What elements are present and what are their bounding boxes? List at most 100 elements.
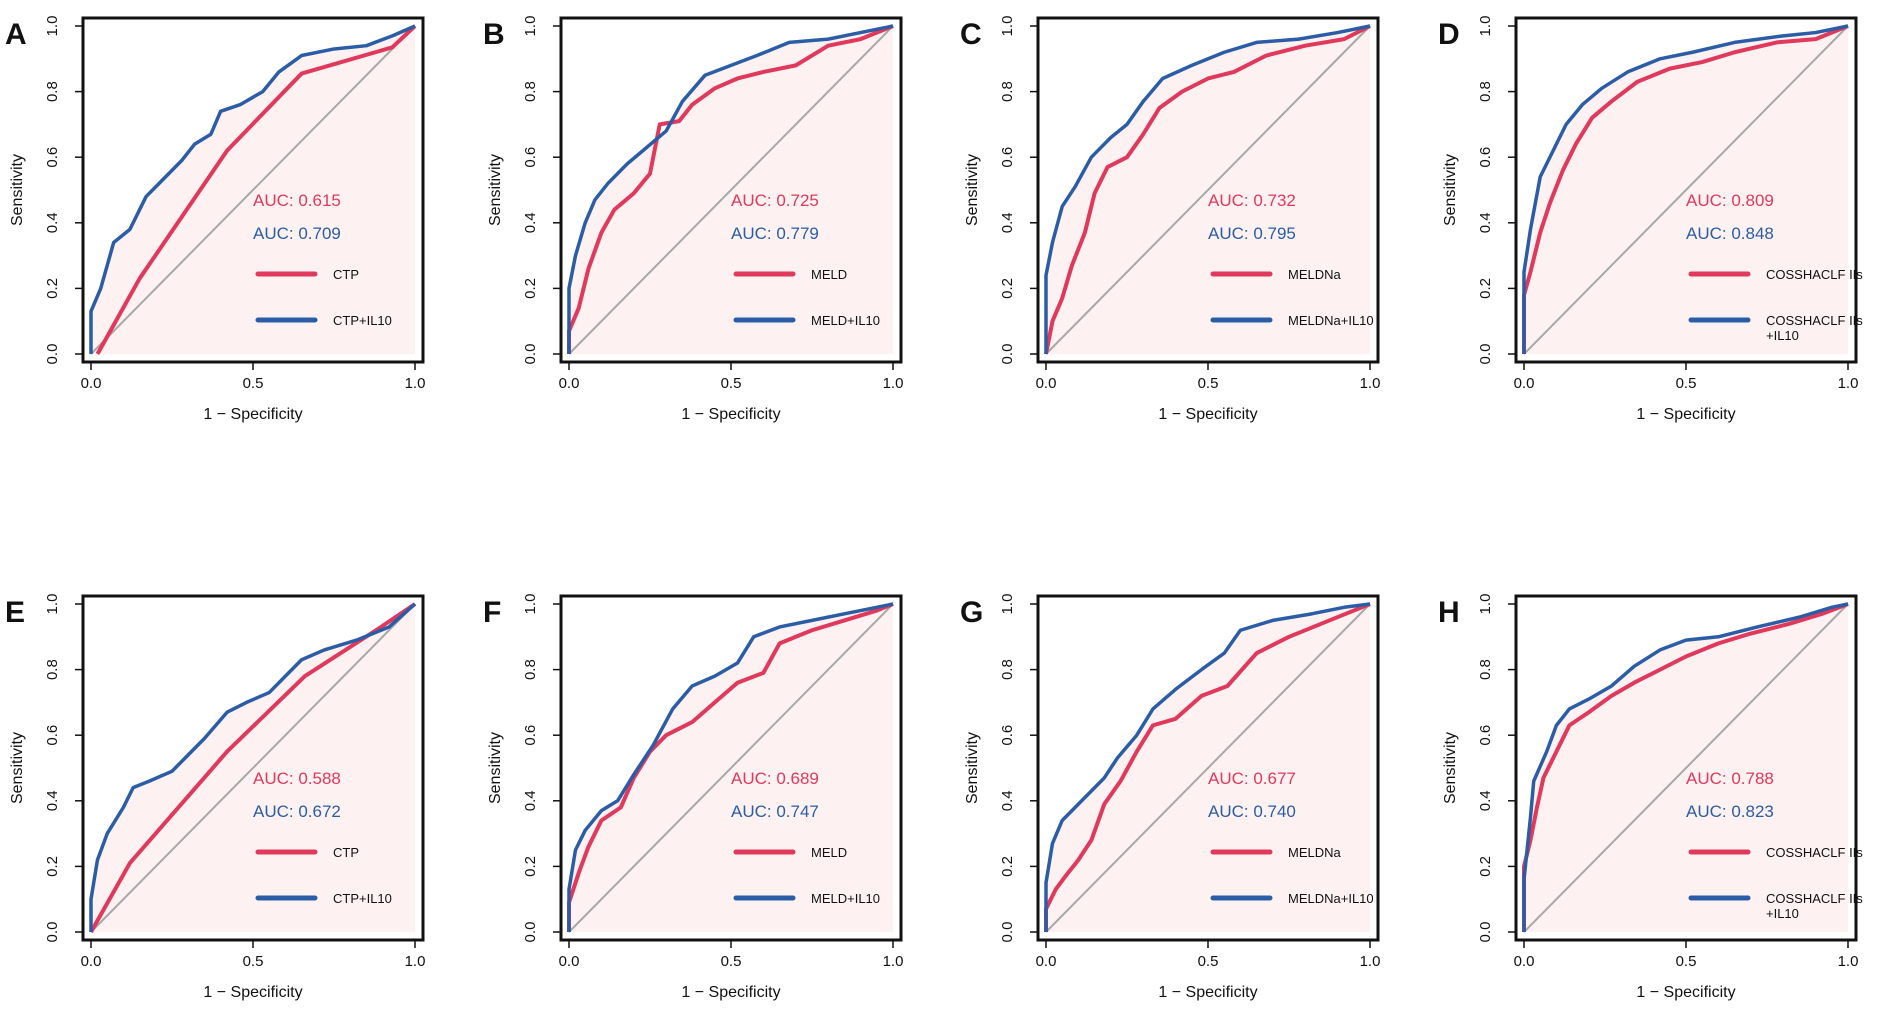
y-tick-label: 0.0 [522,344,539,365]
x-tick-label: 1.0 [883,953,904,970]
y-tick-label: 0.6 [999,147,1016,168]
roc-panel-a: A 0.0 0.5 1.0 0.0 0.2 0.4 0.6 0.8 1.0 1 − Specific… [5,16,425,423]
y-tick-label: 0.0 [999,344,1016,365]
x-tick-label: 0.0 [1036,375,1057,392]
y-tick-label: 1.0 [999,594,1016,615]
y-tick-label: 0.8 [522,659,539,680]
roc-curve-model [95,24,417,355]
y-axis-title: Sensitivity [9,154,26,226]
panel-label: B [483,18,505,51]
y-tick-label: 1.0 [522,16,539,37]
reference-diagonal [1523,603,1849,933]
y-tick-label: 0.6 [1477,725,1494,746]
auc-model-label: AUC: 0.725 [731,191,819,210]
roc-panel-h: H 0.0 0.5 1.0 0.0 0.2 0.4 0.6 0.8 1.0 1 − Specific… [1438,594,1863,1001]
roc-curve-model [567,602,894,932]
roc-curve-combined [567,602,894,932]
roc-panel-g: G 0.0 0.5 1.0 0.0 0.2 0.4 0.6 0.8 1.0 1 − Specific… [960,594,1380,1001]
y-tick-label: 0.4 [1477,790,1494,811]
y-tick-label: 0.6 [522,725,539,746]
x-axis-title: 1 − Specificity [1158,984,1257,1001]
y-tick-label: 0.2 [44,856,61,877]
y-tick-label: 0.6 [1477,147,1494,168]
y-tick-label: 0.0 [1477,344,1494,365]
roc-curve-model [1044,602,1371,932]
y-tick-label: 0.8 [1477,81,1494,102]
roc-curve-combined [1044,602,1371,932]
y-tick-label: 0.6 [44,147,61,168]
x-tick-label: 1.0 [1360,375,1381,392]
y-tick-label: 0.4 [44,212,61,233]
roc-curve-combined [89,24,416,354]
y-axis-title: Sensitivity [487,154,504,226]
x-tick-label: 0.5 [721,375,742,392]
x-axis-title: 1 − Specificity [681,984,780,1001]
auc-combined-label: AUC: 0.823 [1686,802,1774,821]
auc-combined-label: AUC: 0.747 [731,802,819,821]
y-axis-title: Sensitivity [487,732,504,804]
panel-label: A [5,18,27,51]
y-tick-label: 0.6 [999,725,1016,746]
roc-panel-d: D 0.0 0.5 1.0 0.0 0.2 0.4 0.6 0.8 1.0 1 − Specific… [1438,16,1863,423]
legend-label-model: MELDNa [1288,267,1342,282]
x-tick-label: 0.5 [1198,953,1219,970]
reference-diagonal [90,25,416,355]
x-tick-label: 1.0 [1838,375,1859,392]
auc-combined-label: AUC: 0.740 [1208,802,1296,821]
y-tick-label: 0.0 [522,922,539,943]
y-tick-label: 0.2 [999,278,1016,299]
x-tick-label: 1.0 [405,953,426,970]
x-tick-label: 0.5 [243,375,264,392]
auc-model-label: AUC: 0.677 [1208,769,1296,788]
legend-label-model: CTP [333,845,359,860]
y-tick-label: 1.0 [44,594,61,615]
reference-diagonal [1045,25,1371,355]
y-tick-label: 0.8 [44,81,61,102]
auc-model-label: AUC: 0.732 [1208,191,1296,210]
x-tick-label: 1.0 [1838,953,1859,970]
roc-panel-b: B 0.0 0.5 1.0 0.0 0.2 0.4 0.6 0.8 1.0 1 − Specific… [483,16,903,423]
legend-label-combined: MELDNa+IL10 [1288,891,1374,906]
y-tick-label: 0.4 [522,212,539,233]
reference-diagonal [1045,603,1371,933]
panel-label: D [1438,18,1460,51]
y-axis-title: Sensitivity [964,732,981,804]
x-tick-label: 1.0 [405,375,426,392]
x-tick-label: 1.0 [883,375,904,392]
legend-label-model: MELDNa [1288,845,1342,860]
x-tick-label: 0.5 [721,953,742,970]
reference-diagonal [568,603,894,933]
legend-label-combined: COSSHACLF IIs +IL10 [1766,891,1863,921]
roc-curve-combined [89,602,417,932]
legend-label-combined: MELD+IL10 [811,891,880,906]
x-tick-label: 0.0 [81,953,102,970]
reference-diagonal [1523,25,1849,355]
legend-label-model: MELD [811,267,847,282]
y-tick-label: 0.4 [522,790,539,811]
y-tick-label: 0.4 [44,790,61,811]
auc-model-label: AUC: 0.615 [253,191,341,210]
y-tick-label: 1.0 [44,16,61,37]
x-tick-label: 0.0 [559,953,580,970]
legend-label-model: COSSHACLF IIs [1766,267,1863,282]
y-tick-label: 0.2 [522,856,539,877]
panel-label: H [1438,596,1460,629]
y-tick-label: 1.0 [1477,594,1494,615]
y-tick-label: 0.2 [44,278,61,299]
x-axis-title: 1 − Specificity [681,406,780,423]
roc-curve-combined [567,24,894,354]
auc-combined-label: AUC: 0.709 [253,224,341,243]
x-tick-label: 0.0 [1514,953,1535,970]
x-tick-label: 0.5 [1676,375,1697,392]
y-tick-label: 0.0 [44,344,61,365]
roc-curve-model [1522,602,1849,932]
roc-curve-model [89,602,417,933]
roc-panel-c: C 0.0 0.5 1.0 0.0 0.2 0.4 0.6 0.8 1.0 1 − Specific… [960,16,1380,423]
legend-label-model: COSSHACLF IIs [1766,845,1863,860]
roc-curve-model [1044,24,1371,355]
y-tick-label: 0.2 [999,856,1016,877]
y-tick-label: 0.8 [999,659,1016,680]
legend-label-model: CTP [333,267,359,282]
x-tick-label: 0.0 [559,375,580,392]
